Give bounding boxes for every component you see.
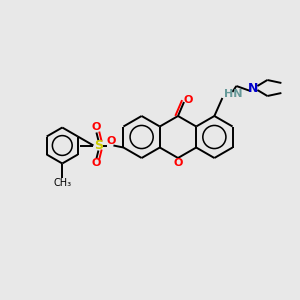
Text: O: O xyxy=(173,158,183,168)
Text: O: O xyxy=(183,95,193,105)
Text: O: O xyxy=(107,136,116,146)
Text: O: O xyxy=(92,158,101,169)
Text: S: S xyxy=(94,139,103,152)
Text: HN: HN xyxy=(224,89,243,99)
Text: O: O xyxy=(92,122,101,133)
Text: CH₃: CH₃ xyxy=(53,178,71,188)
Text: N: N xyxy=(248,82,259,94)
